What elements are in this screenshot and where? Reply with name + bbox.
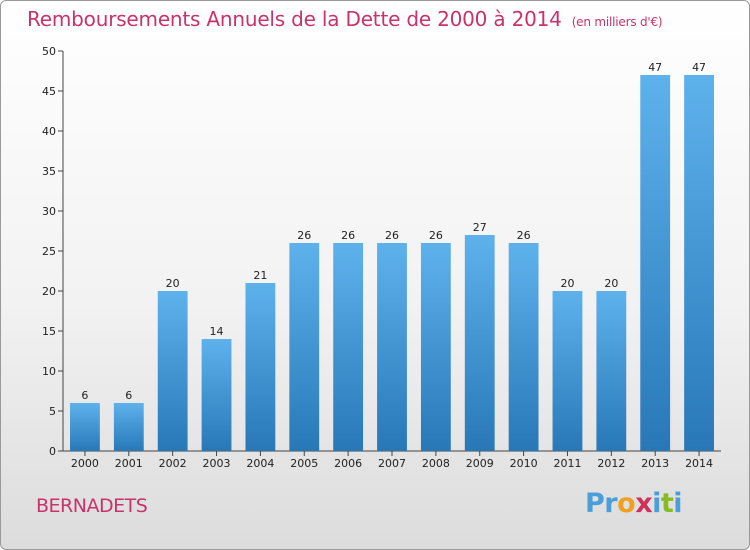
y-tick-label: 5 [49, 405, 56, 418]
bar [377, 243, 407, 451]
y-tick-label: 50 [42, 45, 56, 58]
logo-letter: i [673, 488, 683, 519]
bar-value-label: 27 [473, 221, 487, 234]
chart-unit: (en milliers d'€) [571, 15, 663, 29]
x-tick-label: 2008 [422, 457, 450, 470]
y-tick-label: 45 [42, 85, 56, 98]
bar-value-label: 26 [297, 229, 311, 242]
bar [684, 75, 714, 451]
y-tick-label: 35 [42, 165, 56, 178]
bar [464, 235, 495, 451]
commune-name: BERNADETS [36, 495, 148, 517]
bar [508, 243, 539, 451]
x-tick-label: 2006 [334, 457, 362, 470]
bar [113, 403, 144, 451]
bar-value-label: 26 [385, 229, 399, 242]
y-tick-label: 40 [42, 125, 56, 138]
bar [201, 339, 232, 451]
x-tick-label: 2012 [597, 457, 625, 470]
x-tick-label: 2010 [510, 457, 538, 470]
bar-value-label: 26 [517, 229, 531, 242]
proxiti-logo: Proxiti [585, 488, 683, 519]
y-tick-label: 25 [42, 245, 56, 258]
y-tick-label: 20 [42, 285, 56, 298]
bar-value-label: 6 [81, 389, 88, 402]
bar [157, 291, 188, 451]
x-tick-label: 2002 [159, 457, 187, 470]
bar [245, 283, 276, 451]
x-tick-label: 2009 [466, 457, 494, 470]
bar [333, 243, 364, 451]
x-tick-label: 2000 [71, 457, 99, 470]
chart-title-text: Remboursements Annuels de la Dette de 20… [27, 7, 562, 31]
bar-value-label: 47 [648, 61, 662, 74]
bar-value-label: 20 [166, 277, 180, 290]
bar-value-label: 20 [560, 277, 574, 290]
logo-letter: r [604, 488, 618, 519]
chart-title: Remboursements Annuels de la Dette de 20… [27, 7, 663, 31]
bar [420, 243, 451, 451]
y-tick-label: 15 [42, 325, 56, 338]
x-tick-label: 2007 [378, 457, 406, 470]
bar-value-label: 26 [341, 229, 355, 242]
x-tick-label: 2005 [290, 457, 318, 470]
bar-value-label: 14 [210, 325, 224, 338]
x-tick-label: 2001 [115, 457, 143, 470]
y-tick-label: 0 [49, 445, 56, 458]
bar-value-label: 26 [429, 229, 443, 242]
bar [552, 291, 583, 451]
logo-letter: i [652, 488, 661, 519]
bar-value-label: 21 [253, 269, 267, 282]
bar-value-label: 6 [125, 389, 132, 402]
bar [70, 403, 100, 451]
bar [596, 291, 627, 451]
bar-value-label: 20 [604, 277, 618, 290]
x-tick-label: 2004 [246, 457, 274, 470]
x-tick-label: 2013 [641, 457, 669, 470]
bar [640, 75, 671, 451]
y-tick-label: 30 [42, 205, 56, 218]
y-tick-label: 10 [42, 365, 56, 378]
bar [289, 243, 320, 451]
logo-letter: x [635, 488, 653, 519]
x-tick-label: 2003 [203, 457, 231, 470]
x-tick-label: 2011 [553, 457, 581, 470]
logo-letter: o [617, 488, 636, 519]
logo-letter: P [585, 488, 605, 519]
x-tick-label: 2014 [685, 457, 713, 470]
bar-value-label: 47 [692, 61, 706, 74]
logo-letter: t [660, 488, 674, 519]
